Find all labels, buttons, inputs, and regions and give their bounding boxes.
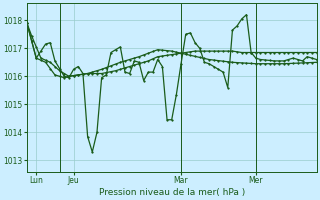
X-axis label: Pression niveau de la mer( hPa ): Pression niveau de la mer( hPa )	[99, 188, 245, 197]
